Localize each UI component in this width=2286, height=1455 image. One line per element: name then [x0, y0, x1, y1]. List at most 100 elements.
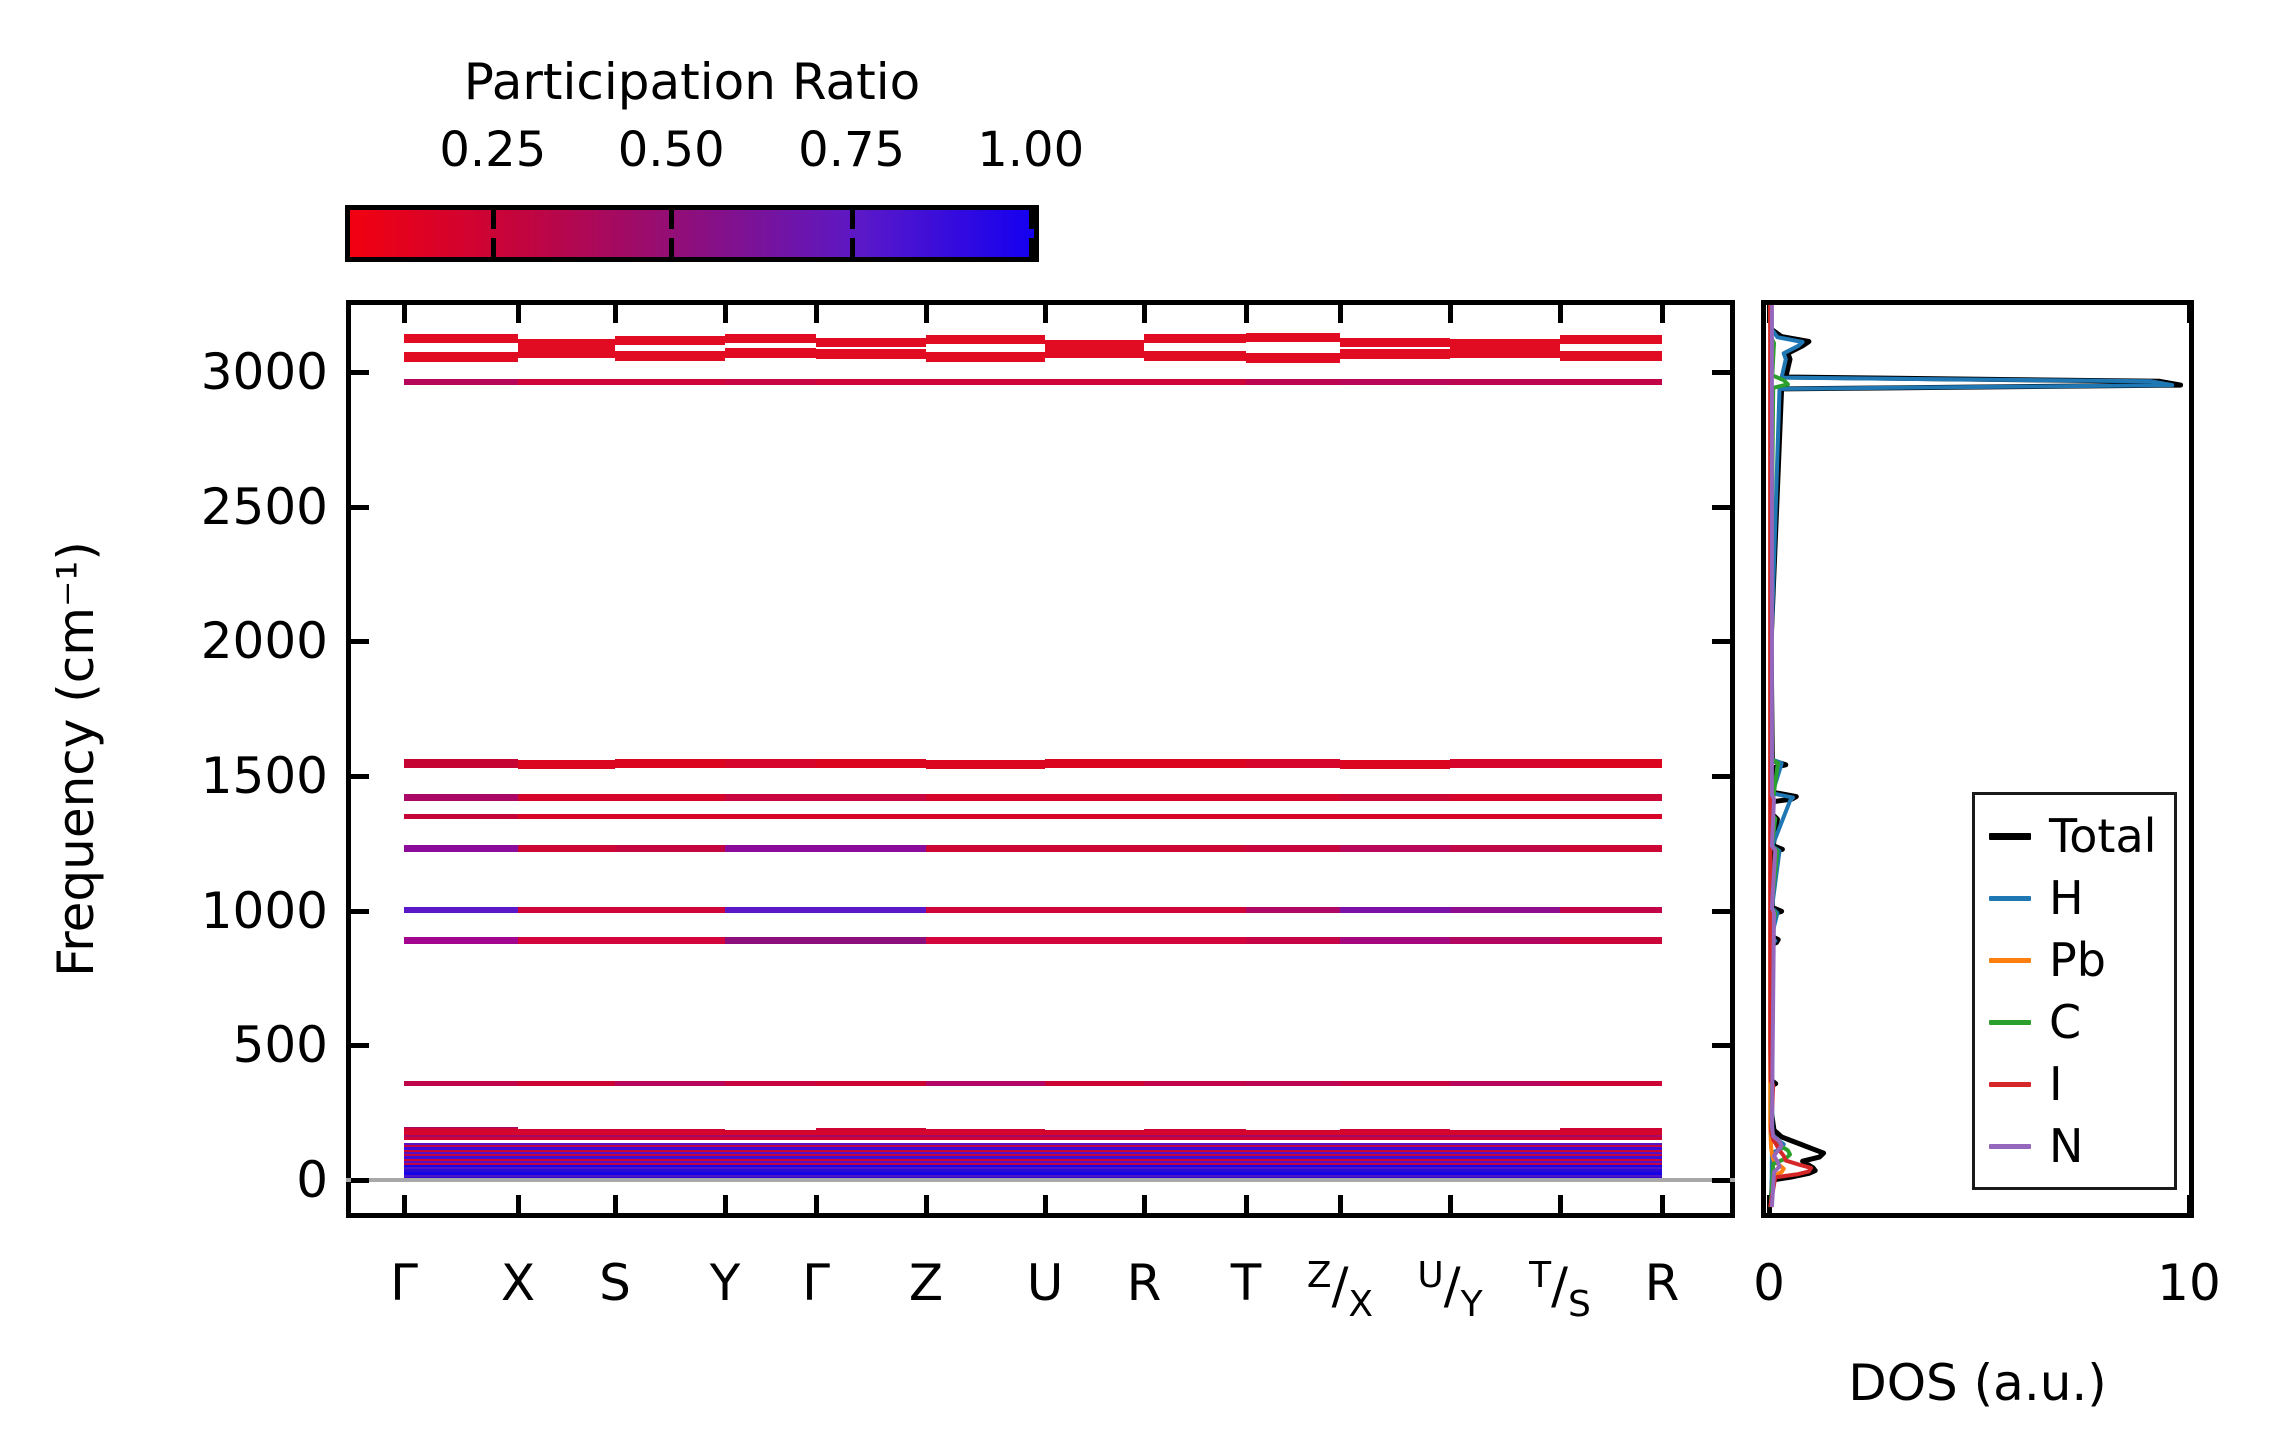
low-frequency-band-cluster: [615, 1128, 725, 1141]
phonon-band-segment: [1144, 813, 1246, 819]
phonon-band-segment: [615, 906, 725, 913]
phonon-band-segment: [615, 794, 725, 802]
low-frequency-band-cluster: [1450, 1142, 1560, 1166]
kpoint-label: U: [1026, 1254, 1064, 1312]
low-frequency-band-cluster: [725, 1130, 816, 1141]
phonon-band-segment: [1045, 937, 1144, 945]
phonon-band-segment: [518, 760, 615, 770]
phonon-band-segment: [1045, 844, 1144, 852]
phonon-band-segment: [725, 333, 816, 343]
phonon-band-segment: [1340, 348, 1450, 359]
colorbar-tick-label: 1.00: [977, 122, 1085, 178]
low-frequency-band-cluster: [1045, 1140, 1144, 1143]
freq-tick-right: [1712, 504, 1730, 510]
kpoint-tick-bottom: [1338, 1195, 1343, 1213]
phonon-band-segment: [926, 335, 1045, 345]
phonon-band-segment: [1045, 347, 1144, 358]
kpoint-tick-top: [1142, 305, 1147, 323]
phonon-band-segment: [404, 813, 518, 819]
phonon-band-segment: [816, 349, 926, 360]
phonon-band-segment: [1144, 333, 1246, 343]
phonon-band-segment: [926, 813, 1045, 819]
phonon-band-segment: [1246, 844, 1340, 852]
dos-curves: [1768, 305, 2184, 1208]
legend-entry: Total: [1989, 813, 2160, 859]
low-frequency-band-cluster: [816, 1142, 926, 1166]
frequency-tick-label: 2000: [200, 612, 328, 671]
phonon-band-segment: [404, 906, 518, 913]
freq-tick-right: [1712, 1043, 1730, 1049]
phonon-band-segment: [1560, 844, 1662, 852]
legend-line-sample: [1989, 1081, 2031, 1087]
legend-line-sample: [1989, 1019, 2031, 1025]
phonon-band-segment: [1045, 813, 1144, 819]
phonon-band-segment: [404, 794, 518, 802]
low-frequency-band-cluster: [1045, 1129, 1144, 1141]
phonon-band-segment: [1450, 1080, 1560, 1086]
freq-tick-left: [351, 639, 369, 645]
phonon-band-segment: [1340, 844, 1450, 852]
dos-tick-label: 10: [2157, 1254, 2221, 1312]
phonon-band-segment: [1450, 379, 1560, 386]
kpoint-label: S: [599, 1254, 631, 1312]
freq-tick-left: [351, 774, 369, 780]
kpoint-tick-top: [1043, 305, 1048, 323]
phonon-band-segment: [1560, 379, 1662, 386]
kpoint-tick-bottom: [402, 1195, 407, 1213]
legend-line-sample: [1989, 957, 2031, 963]
low-frequency-band-cluster: [404, 1140, 518, 1143]
low-frequency-band-cluster: [1340, 1142, 1450, 1166]
freq-tick-left: [351, 370, 369, 376]
low-frequency-band-cluster: [1045, 1142, 1144, 1166]
phonon-band-segment: [1144, 1080, 1246, 1086]
legend-label: I: [2049, 1057, 2063, 1111]
low-frequency-band-cluster: [1450, 1140, 1560, 1143]
kpoint-tick-bottom: [1043, 1195, 1048, 1213]
phonon-band-segment: [1144, 844, 1246, 852]
low-frequency-band-cluster: [1450, 1129, 1560, 1141]
low-frequency-band-cluster: [926, 1142, 1045, 1166]
phonon-band-segment: [816, 794, 926, 802]
freq-tick-left: [351, 504, 369, 510]
legend-entry: H: [1989, 875, 2160, 921]
low-frequency-band-cluster: [404, 1127, 518, 1141]
legend: Total H Pb C I N: [1972, 792, 2177, 1190]
low-frequency-band-cluster: [1340, 1140, 1450, 1143]
frequency-tick-label: 500: [232, 1016, 328, 1075]
low-frequency-band-cluster: [1144, 1129, 1246, 1141]
low-frequency-band-cluster: [926, 1129, 1045, 1141]
kpoint-tick-top: [1558, 305, 1563, 323]
kpoint-tick-top: [516, 305, 521, 323]
legend-entry: Pb: [1989, 937, 2160, 983]
frequency-tick-label: 1500: [200, 747, 328, 806]
phonon-band-segment: [1450, 906, 1560, 913]
low-frequency-band-cluster: [1340, 1165, 1450, 1181]
frequency-tick-label: 3000: [200, 343, 328, 402]
phonon-band-segment: [1246, 813, 1340, 819]
low-frequency-band-cluster: [1560, 1140, 1662, 1143]
phonon-band-segment: [518, 379, 615, 386]
colorbar-tick-label: 0.75: [798, 122, 906, 178]
kpoint-label: Z: [908, 1254, 944, 1312]
phonon-band-segment: [1144, 351, 1246, 361]
phonon-band-segment: [926, 937, 1045, 945]
phonon-band-segment: [1340, 337, 1450, 347]
phonon-band-segment: [518, 906, 615, 913]
zero-frequency-line: [346, 1178, 1735, 1183]
low-frequency-band-cluster: [1246, 1140, 1340, 1143]
low-frequency-band-cluster: [518, 1165, 615, 1181]
phonon-band-segment: [1144, 758, 1246, 768]
phonon-band-segment: [1144, 937, 1246, 945]
phonon-band-segment: [518, 348, 615, 359]
kpoint-tick-top: [402, 305, 407, 323]
phonon-band-segment: [1246, 332, 1340, 342]
low-frequency-band-cluster: [518, 1129, 615, 1141]
phonon-band-segment: [615, 759, 725, 769]
kpoint-tick-bottom: [924, 1195, 929, 1213]
phonon-band-segment: [1246, 379, 1340, 386]
low-frequency-band-cluster: [404, 1165, 518, 1181]
phonon-band-segment: [1246, 352, 1340, 363]
kpoint-label: Γ: [390, 1254, 418, 1312]
low-frequency-band-cluster: [615, 1142, 725, 1166]
